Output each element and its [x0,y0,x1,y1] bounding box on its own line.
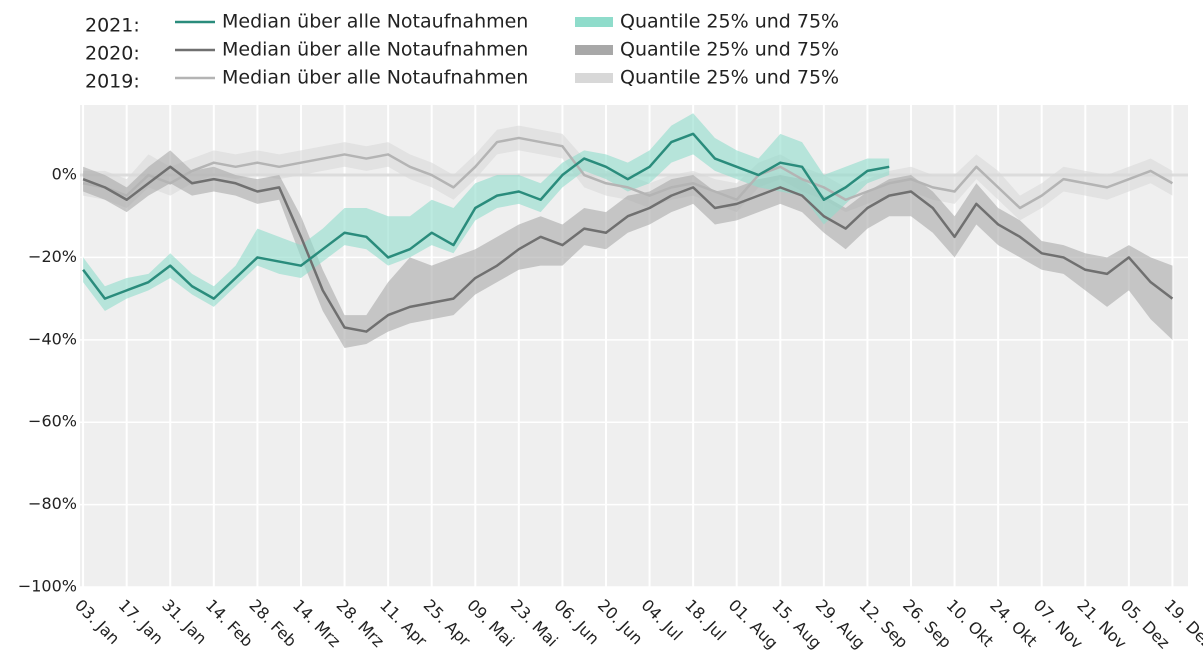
y-tick-label: −60% [28,412,77,431]
legend-swatch [575,45,613,55]
x-tick-label: 24. Okt [986,596,1041,651]
legend-label: Quantile 25% und 75% [620,11,839,33]
legend-label: Quantile 25% und 75% [620,67,839,89]
x-tick-label: 25. Apr [420,596,475,651]
y-tick-label: −40% [28,329,77,348]
legend-label: Quantile 25% und 75% [620,39,839,61]
x-tick-label: 17. Jan [115,596,167,648]
y-tick-label: −20% [28,247,77,266]
legend-swatch [575,73,613,83]
y-tick-label: −80% [28,494,77,513]
x-tick-label: 23. Mai [507,596,562,651]
median-line [82,132,890,300]
x-tick-label: 11. Apr [376,596,431,651]
x-tick-label: 31. Jan [158,596,210,648]
legend-year: 2021: [85,15,140,37]
x-tick-label: 09. Mai [463,596,518,651]
legend-swatch [575,17,613,27]
x-tick-label: 18. Jul [681,596,730,645]
y-tick-label: 0% [52,165,77,184]
x-tick-label: 28. Feb [245,596,300,651]
x-tick-label: 04. Jul [638,596,687,645]
x-tick-label: 03. Jan [71,596,123,648]
legend-year: 2020: [85,43,140,65]
x-tick-label: 14. Feb [202,596,257,651]
y-tick-label: −100% [18,577,77,596]
legend-label: Median über alle Notaufnahmen [222,11,528,33]
median-line [82,165,1174,333]
quantile-band [83,125,1173,221]
legend-label: Median über alle Notaufnahmen [222,67,528,89]
legend-label: Median über alle Notaufnahmen [222,39,528,61]
x-tick-label: 28. Mrz [333,596,388,651]
x-tick-label: 20. Jun [594,596,647,649]
quantile-band [83,150,1173,349]
x-tick-label: 14. Mrz [289,596,344,651]
legend-year: 2019: [85,71,140,93]
median-line [82,136,1174,210]
